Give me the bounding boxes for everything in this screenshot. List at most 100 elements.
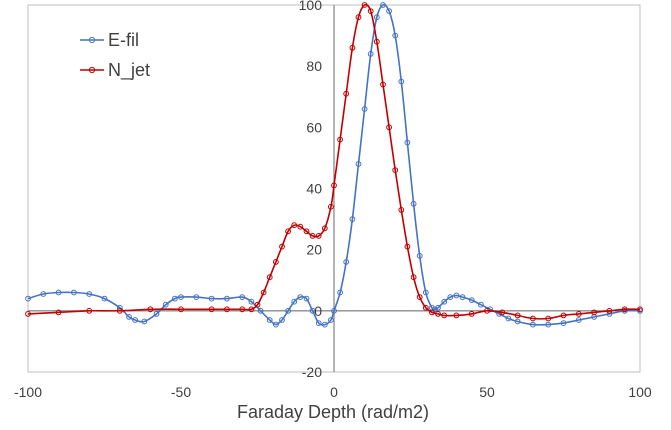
data-point	[297, 223, 304, 230]
data-point	[606, 307, 613, 314]
data-point	[147, 306, 154, 313]
data-point	[331, 307, 337, 314]
data-point	[349, 44, 356, 51]
data-point	[86, 307, 93, 314]
data-point	[453, 312, 460, 319]
data-point	[514, 318, 521, 325]
series-2	[25, 2, 643, 322]
x-axis-title: Faraday Depth (rad/m2)	[237, 402, 429, 422]
data-point	[373, 14, 380, 21]
data-point	[410, 274, 417, 281]
data-point	[349, 216, 356, 223]
y-tick-label: 40	[306, 181, 322, 197]
data-point	[361, 2, 368, 8]
data-point	[361, 106, 368, 112]
legend-label: N_jet	[108, 60, 150, 81]
data-point	[429, 309, 435, 316]
data-point	[279, 243, 285, 250]
data-point	[337, 136, 344, 143]
data-point	[331, 182, 337, 189]
data-point	[162, 301, 169, 308]
data-point	[25, 311, 31, 317]
legend-item: N_jet	[80, 60, 150, 81]
y-tick-label: -20	[302, 364, 322, 380]
legend-marker	[88, 66, 96, 74]
data-point	[435, 311, 441, 317]
data-point	[447, 294, 454, 301]
data-point	[273, 321, 279, 328]
data-point	[416, 294, 423, 301]
data-point	[621, 306, 628, 313]
x-tick-label: -50	[171, 384, 191, 400]
legend-label: E-fil	[108, 30, 139, 50]
data-point	[297, 294, 304, 301]
data-point	[398, 207, 405, 213]
data-point	[386, 124, 393, 131]
y-tick-label: 60	[306, 119, 322, 135]
data-point	[309, 233, 316, 239]
data-point	[291, 298, 298, 305]
x-tick-label: 0	[330, 384, 338, 400]
data-point	[178, 294, 184, 301]
data-point	[545, 315, 552, 322]
data-point	[285, 228, 292, 235]
data-point	[153, 311, 160, 317]
data-point	[435, 304, 441, 311]
data-point	[530, 321, 536, 328]
data-point	[367, 8, 374, 15]
data-point	[343, 259, 350, 265]
data-point	[309, 307, 316, 314]
data-point	[459, 294, 466, 301]
y-tick-label: 100	[299, 0, 323, 13]
data-point	[101, 295, 108, 302]
data-point	[545, 321, 552, 328]
data-point	[422, 289, 429, 296]
data-point	[560, 320, 567, 327]
data-point	[239, 306, 246, 313]
data-point	[468, 311, 475, 317]
data-point	[321, 321, 328, 328]
data-point	[71, 289, 77, 296]
data-point	[208, 306, 215, 313]
tick-labels: -20 0 20 40 60 80 100 -100 -50 0 50 100	[14, 0, 652, 400]
data-point	[224, 306, 230, 313]
data-point	[367, 51, 374, 57]
data-point	[343, 90, 350, 97]
data-point	[637, 306, 643, 313]
data-point	[530, 315, 536, 322]
data-point	[478, 301, 484, 308]
data-point	[591, 309, 597, 316]
data-point	[303, 228, 310, 235]
data-point	[315, 320, 322, 327]
data-point	[373, 38, 380, 45]
data-point	[355, 14, 362, 21]
data-point	[575, 317, 582, 323]
data-point	[291, 222, 298, 229]
data-point	[172, 295, 178, 302]
data-point	[441, 312, 448, 319]
data-point	[441, 298, 448, 305]
data-point	[392, 32, 399, 39]
series-line	[27, 3, 641, 320]
series-1	[25, 2, 643, 328]
data-point	[248, 298, 255, 305]
series-line	[27, 3, 641, 326]
y-tick-label: 20	[306, 242, 322, 258]
data-point	[404, 243, 411, 250]
data-point	[285, 307, 292, 314]
data-point	[514, 312, 521, 319]
data-point	[25, 295, 31, 302]
data-point	[487, 306, 494, 313]
data-point	[484, 307, 490, 314]
data-point	[386, 8, 393, 15]
data-point	[86, 291, 93, 297]
data-point	[380, 81, 386, 88]
data-point	[422, 304, 429, 311]
data-point	[55, 309, 62, 316]
data-point	[575, 311, 582, 317]
data-point	[505, 315, 512, 322]
data-point	[178, 306, 184, 313]
data-point	[116, 307, 123, 314]
